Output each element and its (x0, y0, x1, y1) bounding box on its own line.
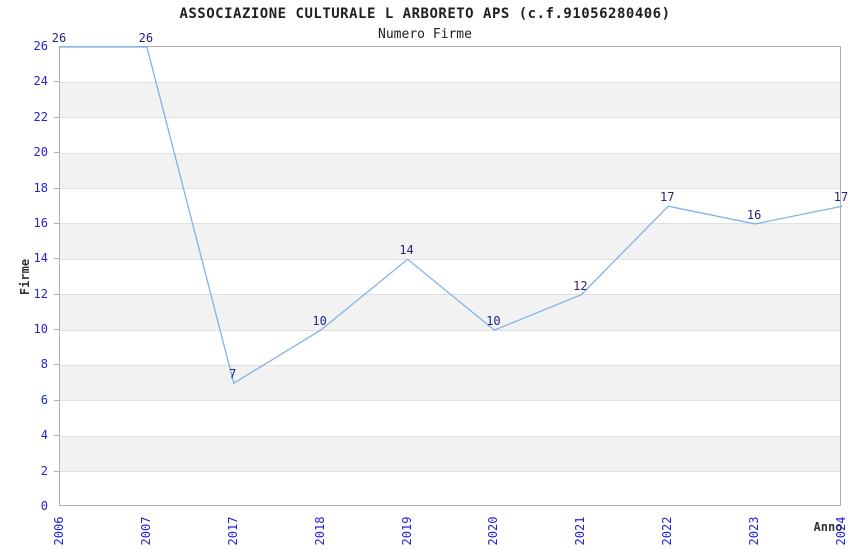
x-axis-label: Anno (813, 520, 843, 534)
x-tick-label: 2018 (312, 516, 327, 546)
x-tick-label: 2019 (399, 516, 414, 546)
data-point-label: 17 (833, 190, 849, 205)
data-point-label: 16 (746, 207, 762, 222)
y-tick-label: 4 (40, 428, 48, 443)
gridline (60, 329, 840, 331)
y-tick-mark (54, 222, 59, 224)
y-tick-label: 10 (33, 322, 48, 337)
chart-subtitle: Numero Firme (378, 27, 472, 42)
y-tick-mark (54, 258, 59, 260)
y-tick-label: 0 (40, 499, 48, 513)
data-point-label: 26 (51, 31, 67, 45)
y-tick-mark (54, 364, 59, 366)
y-tick-mark (54, 187, 59, 189)
x-tick-label: 2006 (52, 516, 66, 546)
y-tick-mark (54, 81, 59, 83)
x-tick-label: 2024 (834, 516, 848, 546)
gridline (60, 435, 840, 437)
y-tick-mark (54, 399, 59, 401)
y-tick-mark (54, 293, 59, 295)
data-point-label: 12 (573, 278, 588, 293)
y-tick-label: 8 (40, 357, 48, 372)
gridline (60, 223, 840, 225)
x-tick-label: 2022 (660, 516, 675, 546)
y-tick-label: 16 (33, 215, 48, 230)
y-tick-label: 22 (33, 109, 48, 124)
x-tick-label: 2020 (486, 516, 501, 546)
data-point-label: 17 (659, 190, 675, 205)
y-tick-label: 2 (40, 463, 48, 478)
x-tick-label: 2023 (747, 516, 762, 546)
gridline (60, 471, 840, 473)
plot-band (60, 153, 840, 189)
y-tick-label: 26 (33, 39, 48, 53)
data-line (60, 46, 843, 385)
gridline (60, 81, 840, 83)
y-tick-mark (54, 329, 59, 331)
plot-band (60, 294, 840, 331)
data-point-label: 7 (229, 367, 237, 382)
plot-band (60, 223, 840, 260)
chart-title: ASSOCIAZIONE CULTURALE L ARBORETO APS (c… (179, 6, 671, 22)
y-tick-label: 24 (33, 74, 48, 89)
line-chart-svg (60, 46, 843, 385)
y-tick-label: 14 (33, 251, 48, 266)
y-tick-label: 20 (33, 145, 48, 160)
y-tick-mark (54, 470, 59, 472)
y-tick-mark (54, 152, 59, 154)
gridline (60, 152, 840, 154)
gridline (60, 364, 840, 366)
gridline (60, 400, 840, 402)
y-tick-label: 6 (40, 392, 48, 407)
y-tick-label: 18 (33, 180, 48, 195)
y-tick-label: 12 (33, 286, 48, 301)
data-point-label: 26 (138, 31, 154, 45)
plot-area (59, 46, 843, 506)
plot-band (60, 365, 840, 401)
gridline (60, 117, 840, 119)
data-point-label: 10 (312, 314, 327, 329)
gridline (60, 258, 840, 260)
data-point-label: 14 (399, 243, 414, 258)
x-tick-label: 2021 (573, 516, 588, 546)
x-tick-label: 2017 (225, 516, 240, 546)
plot-band (60, 436, 840, 472)
plot-band (60, 82, 840, 118)
data-point-label: 10 (486, 314, 501, 329)
y-tick-mark (54, 435, 59, 437)
y-tick-mark (54, 116, 59, 118)
x-tick-label: 2007 (138, 516, 153, 546)
gridline (60, 188, 840, 190)
